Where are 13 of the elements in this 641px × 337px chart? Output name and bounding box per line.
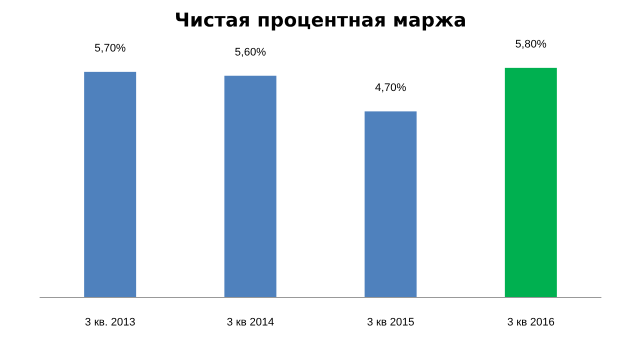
bar [224, 76, 276, 297]
bar [364, 111, 417, 297]
data-label: 5,70% [94, 42, 126, 54]
x-tick-label: 3 кв. 2013 [84, 316, 136, 328]
chart-title: Чистая процентная маржа [174, 10, 466, 32]
bar [84, 72, 136, 297]
bar [504, 68, 557, 297]
x-tick-label: 3 кв 2016 [507, 316, 555, 328]
data-label: 4,70% [375, 82, 406, 94]
data-label: 5,60% [234, 46, 266, 58]
data-label: 5,80% [515, 38, 547, 50]
x-tick-label: 3 кв 2014 [226, 316, 274, 328]
x-tick-label: 3 кв 2015 [366, 316, 414, 328]
